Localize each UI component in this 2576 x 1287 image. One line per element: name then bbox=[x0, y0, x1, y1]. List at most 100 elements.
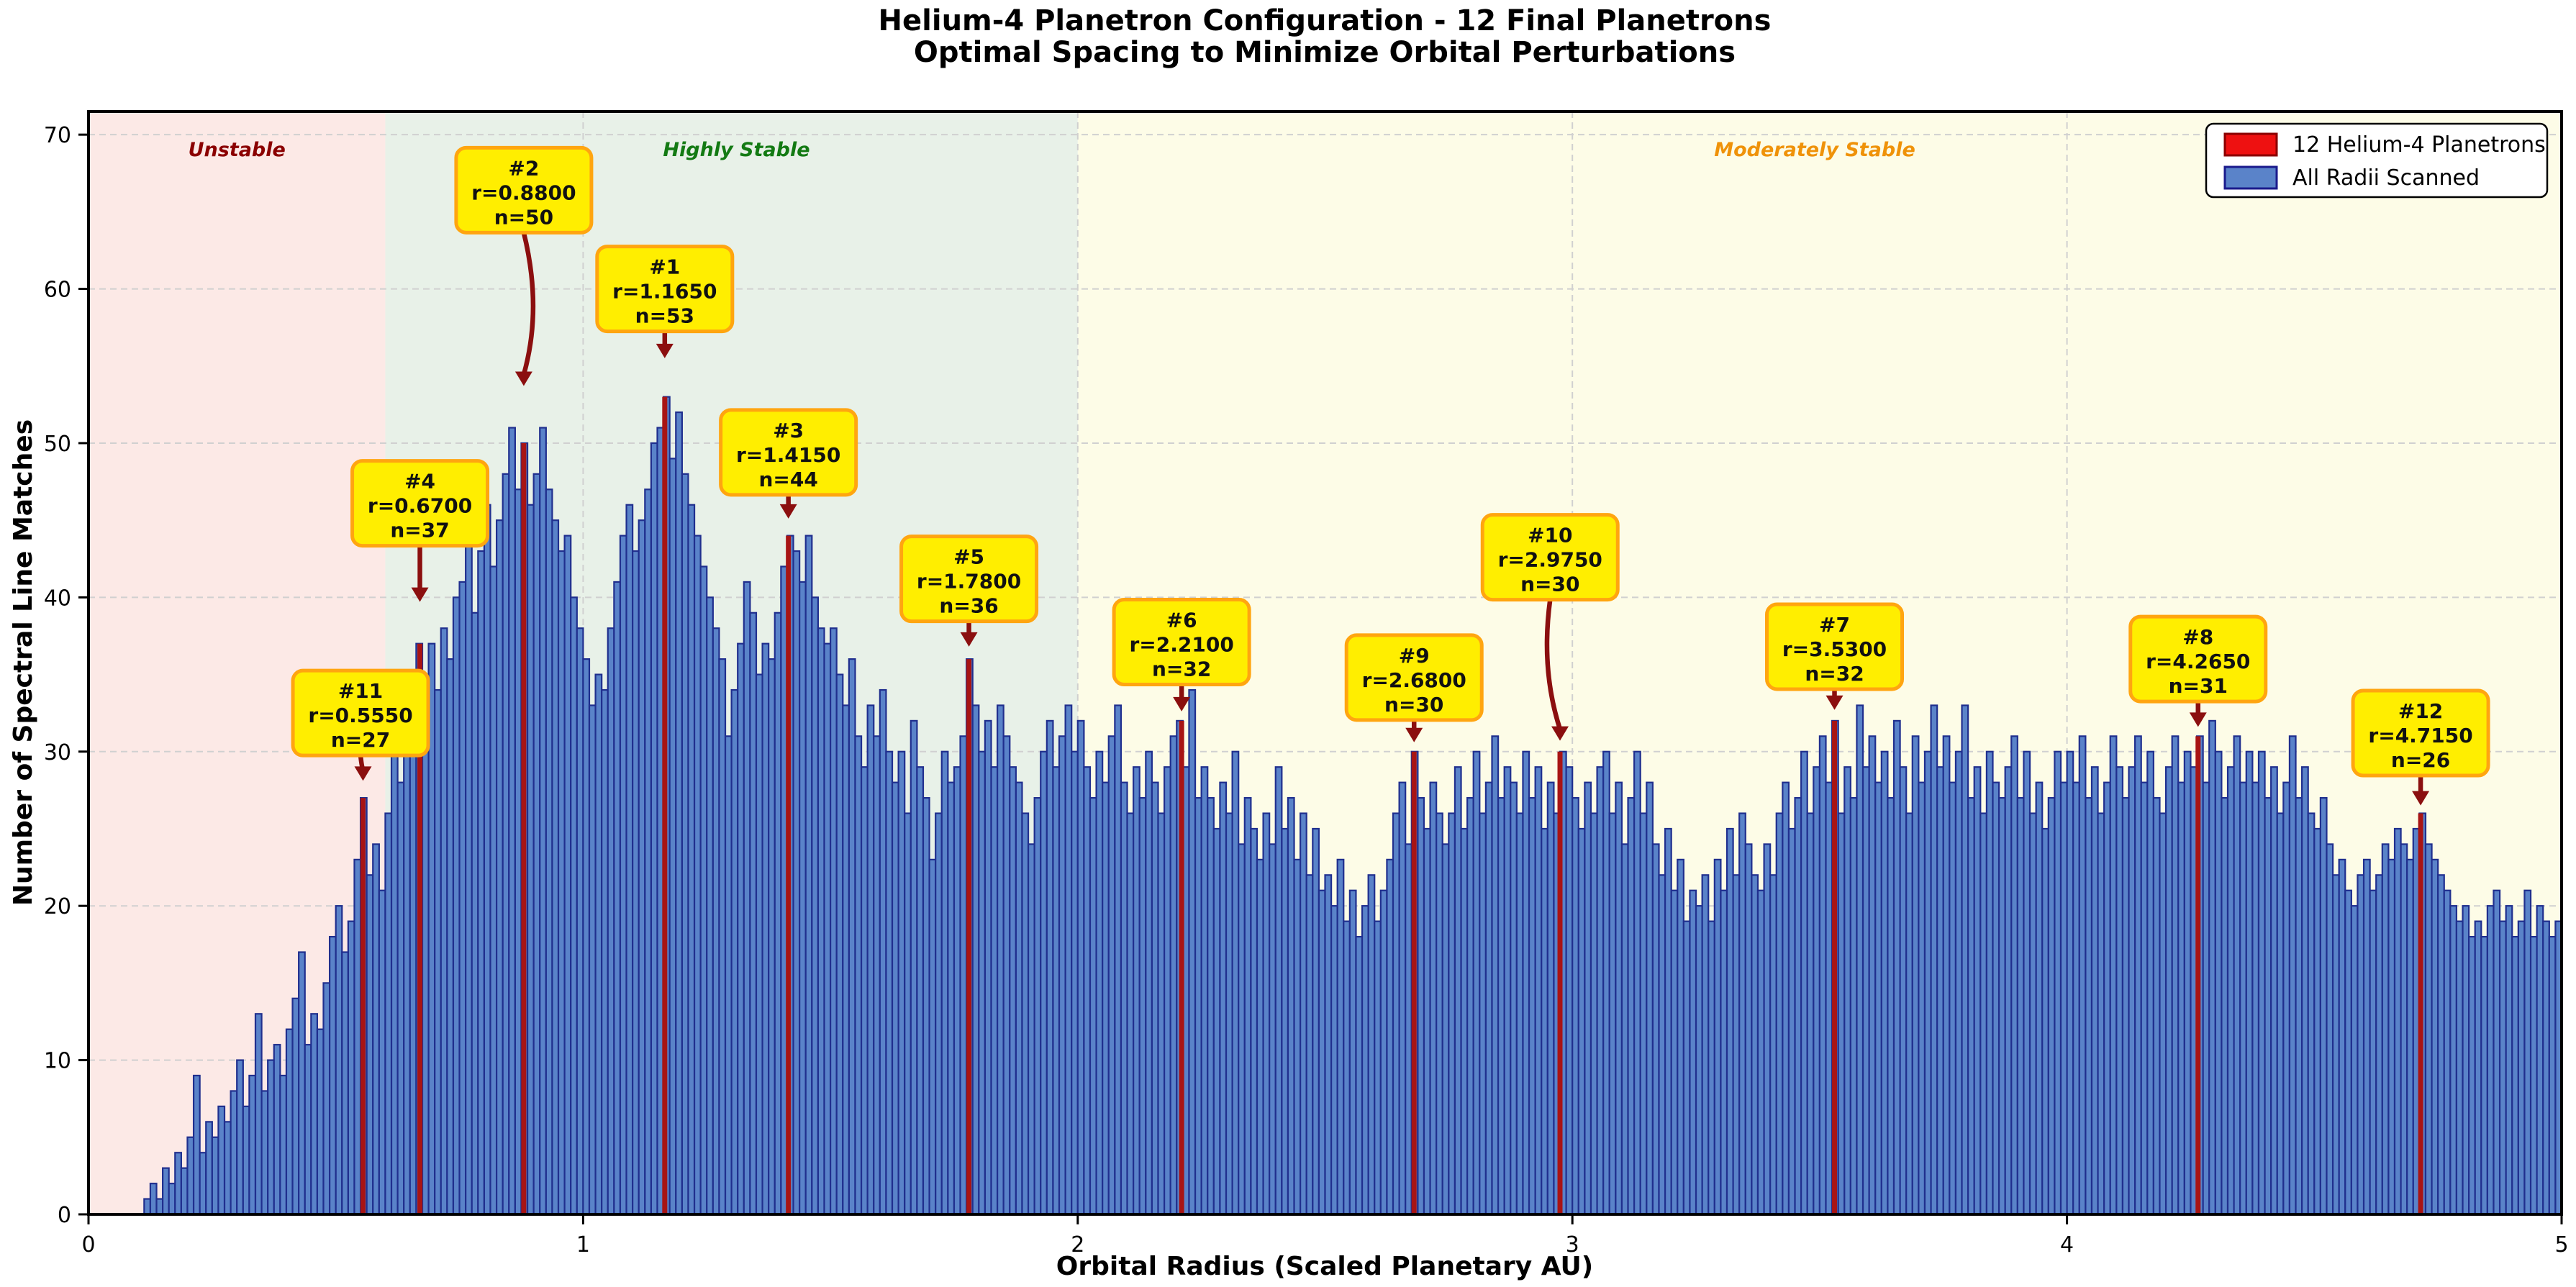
histogram-bar bbox=[897, 750, 906, 1216]
histogram-bar bbox=[2010, 735, 2018, 1216]
histogram-bar bbox=[2437, 874, 2445, 1216]
histogram-bar bbox=[2164, 766, 2173, 1216]
histogram-bar bbox=[291, 997, 300, 1216]
histogram-bar bbox=[842, 704, 850, 1216]
histogram-bar bbox=[2529, 935, 2538, 1216]
legend-box bbox=[2205, 122, 2549, 199]
chart-title-line2: Optimal Spacing to Minimize Orbital Pert… bbox=[914, 36, 1736, 69]
annotation-arrowhead bbox=[514, 371, 532, 386]
histogram-bar bbox=[804, 535, 813, 1216]
histogram-bar bbox=[2134, 735, 2142, 1216]
histogram-bar bbox=[1219, 781, 1228, 1216]
histogram-bar bbox=[940, 750, 949, 1216]
histogram-bar bbox=[2221, 797, 2229, 1216]
histogram-bar bbox=[1967, 797, 1975, 1216]
histogram-bar bbox=[353, 858, 362, 1216]
histogram-bar bbox=[149, 1183, 158, 1216]
y-tick-label: 50 bbox=[44, 432, 71, 457]
histogram-bar bbox=[2468, 935, 2476, 1216]
histogram-bar bbox=[396, 781, 405, 1216]
histogram-bar bbox=[545, 488, 553, 1216]
annotation-arrowhead bbox=[354, 766, 372, 781]
histogram-bar bbox=[1633, 750, 1641, 1216]
histogram-bar bbox=[1979, 812, 1987, 1216]
histogram-bar bbox=[403, 719, 411, 1216]
histogram-bar bbox=[304, 1044, 312, 1216]
annotation-text: r=1.7800 bbox=[917, 570, 1021, 594]
histogram-bar bbox=[143, 1198, 152, 1216]
annotation-box bbox=[1480, 513, 1620, 602]
histogram-bar bbox=[619, 535, 627, 1216]
histogram-bar bbox=[885, 750, 894, 1216]
annotation-box bbox=[899, 535, 1039, 624]
histogram-bar bbox=[2264, 797, 2272, 1216]
histogram-bar bbox=[1305, 874, 1314, 1216]
histogram-bar bbox=[904, 812, 912, 1216]
histogram-bar bbox=[2462, 905, 2470, 1216]
histogram-bar bbox=[1985, 750, 1994, 1216]
histogram-bar bbox=[2109, 735, 2118, 1216]
annotation-box bbox=[1112, 598, 1251, 687]
x-tick-label: 3 bbox=[1566, 1232, 1579, 1258]
histogram-bar bbox=[916, 766, 925, 1216]
histogram-bar bbox=[2424, 843, 2433, 1216]
histogram-bar bbox=[1330, 905, 1338, 1216]
histogram-bar bbox=[2152, 797, 2161, 1216]
histogram-bar bbox=[1318, 889, 1326, 1216]
annotation-text: n=37 bbox=[390, 519, 449, 542]
histogram-bar bbox=[1677, 858, 1684, 1216]
histogram-bar bbox=[1503, 766, 1512, 1216]
annotation-box bbox=[719, 408, 858, 497]
annotation-box bbox=[291, 668, 430, 758]
histogram-bar bbox=[1379, 889, 1388, 1216]
histogram-bar bbox=[1954, 750, 1963, 1216]
histogram-bar bbox=[2301, 766, 2309, 1216]
histogram-bar bbox=[1436, 812, 1443, 1216]
histogram-bar bbox=[2523, 889, 2532, 1216]
histogram-bar bbox=[335, 905, 343, 1216]
histogram-bar bbox=[273, 1044, 281, 1216]
histogram-bar bbox=[1417, 797, 1425, 1216]
histogram-bar bbox=[440, 627, 448, 1216]
annotation-text: r=0.8800 bbox=[471, 181, 576, 204]
histogram-bar bbox=[1775, 812, 1784, 1216]
histogram-bar bbox=[2443, 889, 2452, 1216]
histogram-bar bbox=[650, 442, 658, 1216]
histogram-bar bbox=[866, 704, 875, 1216]
histogram-bar bbox=[421, 704, 430, 1216]
histogram-bar bbox=[1620, 843, 1629, 1216]
histogram-bar bbox=[446, 658, 455, 1216]
annotation-text: r=3.5300 bbox=[1782, 637, 1887, 661]
histogram-bar bbox=[1269, 843, 1276, 1216]
annotation-text: r=4.7150 bbox=[2368, 724, 2472, 747]
histogram-bar bbox=[2059, 781, 2068, 1216]
histogram-bar bbox=[1033, 797, 1042, 1216]
histogram-bar bbox=[1367, 874, 1376, 1216]
histogram-bar bbox=[1880, 750, 1889, 1216]
histogram-bar bbox=[1126, 812, 1135, 1216]
annotation-box bbox=[2351, 688, 2490, 778]
histogram-bar bbox=[2505, 905, 2513, 1216]
histogram-bar bbox=[1120, 781, 1128, 1216]
histogram-bar bbox=[1596, 766, 1605, 1216]
histogram-bar bbox=[1961, 704, 1969, 1216]
histogram-bar bbox=[2511, 935, 2519, 1216]
histogram-bar bbox=[539, 427, 547, 1216]
histogram-bar bbox=[2103, 781, 2111, 1216]
annotation-text: n=36 bbox=[939, 594, 998, 618]
histogram-bar bbox=[2121, 797, 2130, 1216]
histogram-bar bbox=[2387, 858, 2396, 1216]
histogram-bar bbox=[2202, 781, 2210, 1216]
annotation-text: #5 bbox=[953, 545, 984, 569]
histogram-bar bbox=[2115, 766, 2124, 1216]
histogram-bar bbox=[1089, 797, 1097, 1216]
histogram-bar bbox=[236, 1059, 244, 1216]
histogram-bar bbox=[1713, 858, 1722, 1216]
histogram-bar bbox=[730, 688, 739, 1216]
histogram-bar bbox=[384, 812, 393, 1216]
annotation-text: r=4.2650 bbox=[2146, 650, 2250, 673]
histogram-bar bbox=[230, 1090, 238, 1216]
